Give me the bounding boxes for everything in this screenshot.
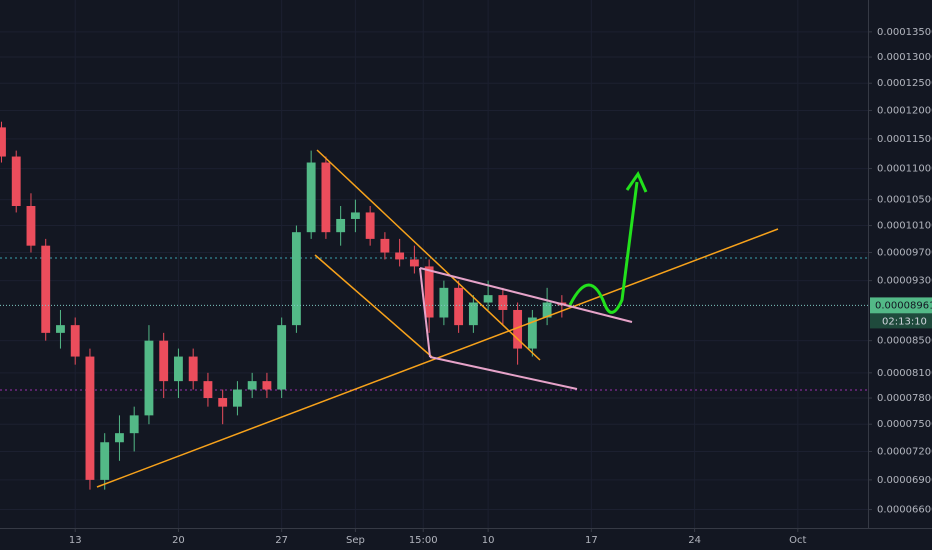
- y-tick-label: 0.00008100: [877, 368, 932, 379]
- candle-body: [85, 356, 95, 480]
- y-tick-label: 0.00012000: [877, 105, 932, 116]
- arrow-head: [625, 170, 648, 193]
- candle-body: [26, 206, 36, 246]
- candle-body: [365, 212, 375, 239]
- candle-body: [498, 295, 508, 310]
- y-tick-label: 0.00012500: [877, 78, 932, 89]
- trend-line: [316, 149, 541, 361]
- y-tick-label: 0.00007800: [877, 393, 932, 404]
- y-tick-label: 0.00009300: [877, 276, 932, 287]
- candle-body: [277, 325, 287, 390]
- candle-body: [395, 252, 405, 260]
- x-tick-label: 13: [69, 535, 82, 546]
- candle-body: [468, 302, 478, 326]
- x-tick-label: 10: [482, 535, 495, 546]
- y-tick-label: 0.00010100: [877, 221, 932, 232]
- candle-body: [129, 415, 139, 434]
- x-tick-label: Sep: [346, 535, 365, 546]
- candle-body: [483, 295, 493, 303]
- trend-line: [429, 356, 578, 390]
- trend-line: [419, 267, 633, 323]
- candle-body: [203, 381, 213, 399]
- x-tick-label: 27: [275, 535, 288, 546]
- y-tick-label: 0.00013500: [877, 27, 932, 38]
- trend-line: [314, 254, 433, 358]
- candle-body: [513, 309, 523, 349]
- candle-body: [262, 381, 272, 390]
- candle-body: [144, 340, 154, 416]
- y-tick-label: 0.00006900: [877, 475, 932, 486]
- candle-body: [350, 212, 360, 219]
- candle-body: [218, 398, 228, 407]
- candle-body: [56, 325, 65, 333]
- trend-line: [419, 267, 431, 358]
- candle-body: [321, 162, 331, 233]
- x-tick-label: 20: [172, 535, 185, 546]
- candle-body: [115, 433, 124, 443]
- candle-body: [336, 218, 346, 233]
- candle-body: [527, 317, 537, 349]
- plot-area: [0, 121, 868, 490]
- candle-body: [454, 287, 464, 326]
- candle-body: [41, 245, 51, 333]
- candle-body: [306, 162, 316, 233]
- x-tick-label: 24: [688, 535, 701, 546]
- candle-body: [11, 156, 21, 207]
- y-tick-label: 0.00009700: [877, 248, 932, 259]
- candle-body: [247, 381, 257, 390]
- drawings: [96, 149, 779, 488]
- candle-body: [0, 127, 6, 157]
- x-tick-label: Oct: [789, 535, 806, 546]
- y-tick-label: 0.00007500: [877, 419, 932, 430]
- candle-body: [100, 442, 110, 480]
- y-tick-label: 0.00006600: [877, 505, 932, 516]
- y-tick-label: 0.00013000: [877, 52, 932, 63]
- y-tick-label: 0.00008500: [877, 336, 932, 347]
- last-price-label: 0.00008961: [875, 300, 932, 311]
- candle-body: [542, 302, 552, 318]
- candle-body: [233, 389, 242, 407]
- candle-body: [380, 238, 390, 253]
- candle-body: [424, 266, 434, 318]
- candle-body: [439, 287, 449, 318]
- candle-body: [188, 356, 198, 382]
- countdown-box: [870, 313, 932, 329]
- candle-body: [409, 259, 419, 267]
- y-tick-label: 0.00011500: [877, 134, 932, 145]
- y-tick-label: 0.00010500: [877, 195, 932, 206]
- x-tick-label: 17: [585, 535, 598, 546]
- y-tick-label: 0.00007200: [877, 446, 932, 457]
- x-tick-label: 15:00: [409, 535, 438, 546]
- axes: 0.00013500 0.00013000 0.00012500 0.00012000…: [69, 27, 932, 546]
- last-price-box: [870, 297, 932, 314]
- countdown: 02:13:10: [882, 316, 927, 327]
- candle-body: [70, 325, 80, 357]
- forecast-arrow: [568, 181, 639, 314]
- y-tick-label: 0.00011000: [877, 164, 932, 175]
- candle-body: [159, 340, 169, 382]
- candle-body: [174, 356, 183, 382]
- candle-body: [291, 232, 301, 326]
